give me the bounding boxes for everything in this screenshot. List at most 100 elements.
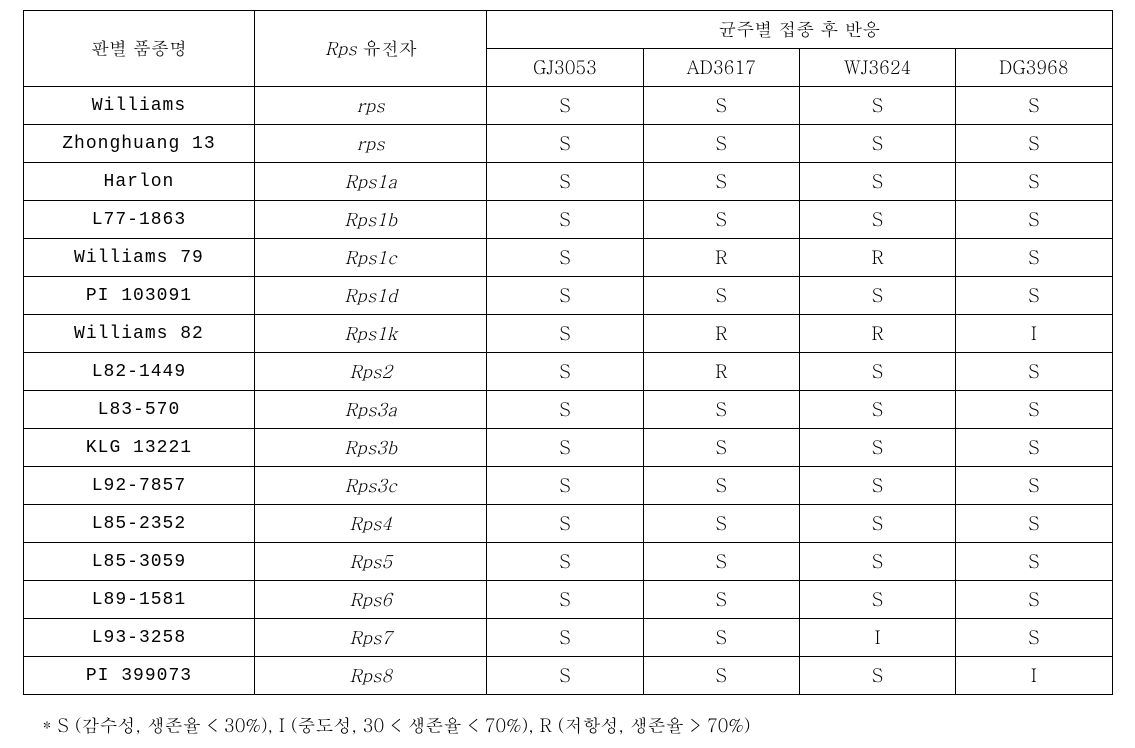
table-row: PI 399073Rps8SSSI: [23, 657, 1112, 695]
cell-gene: Rps5: [255, 543, 487, 581]
cell-value: S: [956, 581, 1112, 619]
cell-value: S: [799, 391, 955, 429]
cell-value: S: [487, 467, 643, 505]
reaction-table: 판별 품종명 Rps 유전자 균주별 접종 후 반응 GJ3053 AD3617…: [23, 10, 1113, 695]
cell-variety: L85-3059: [23, 543, 255, 581]
table-row: L82-1449Rps2SRSS: [23, 353, 1112, 391]
header-gene-suffix: 유전자: [363, 36, 417, 61]
cell-value: S: [643, 163, 799, 201]
cell-variety: KLG 13221: [23, 429, 255, 467]
cell-gene: Rps7: [255, 619, 487, 657]
cell-gene: Rps1d: [255, 277, 487, 315]
cell-value: S: [799, 657, 955, 695]
cell-value: S: [799, 163, 955, 201]
header-strain-1: AD3617: [643, 49, 799, 87]
table-body: WilliamsrpsSSSSZhonghuang 13rpsSSSSHarlo…: [23, 87, 1112, 695]
cell-value: R: [799, 315, 955, 353]
cell-value: S: [487, 239, 643, 277]
cell-value: S: [643, 87, 799, 125]
cell-value: S: [799, 125, 955, 163]
cell-value: S: [956, 277, 1112, 315]
cell-variety: L85-2352: [23, 505, 255, 543]
cell-value: S: [487, 619, 643, 657]
table-row: L77-1863Rps1bSSSS: [23, 201, 1112, 239]
cell-gene: rps: [255, 125, 487, 163]
cell-value: S: [956, 201, 1112, 239]
cell-value: S: [487, 391, 643, 429]
cell-variety: Williams: [23, 87, 255, 125]
cell-value: S: [799, 543, 955, 581]
cell-value: R: [643, 239, 799, 277]
cell-variety: L92-7857: [23, 467, 255, 505]
table-row: L93-3258Rps7SSIS: [23, 619, 1112, 657]
cell-value: R: [643, 353, 799, 391]
cell-value: S: [643, 619, 799, 657]
cell-gene: Rps3b: [255, 429, 487, 467]
cell-value: S: [956, 353, 1112, 391]
cell-value: S: [487, 505, 643, 543]
cell-value: S: [487, 125, 643, 163]
cell-value: S: [643, 543, 799, 581]
cell-value: I: [956, 657, 1112, 695]
cell-variety: PI 103091: [23, 277, 255, 315]
cell-value: S: [643, 429, 799, 467]
cell-value: S: [643, 277, 799, 315]
cell-value: S: [487, 543, 643, 581]
cell-value: S: [487, 353, 643, 391]
cell-gene: Rps3c: [255, 467, 487, 505]
table-row: KLG 13221Rps3bSSSS: [23, 429, 1112, 467]
cell-value: S: [799, 353, 955, 391]
header-strain-2: WJ3624: [799, 49, 955, 87]
cell-value: I: [956, 315, 1112, 353]
cell-value: S: [956, 619, 1112, 657]
cell-gene: Rps3a: [255, 391, 487, 429]
cell-gene: rps: [255, 87, 487, 125]
cell-gene: Rps1b: [255, 201, 487, 239]
cell-value: S: [643, 505, 799, 543]
cell-variety: L89-1581: [23, 581, 255, 619]
cell-value: S: [956, 239, 1112, 277]
table-row: Williams 82Rps1kSRRI: [23, 315, 1112, 353]
header-gene: Rps 유전자: [255, 11, 487, 87]
cell-value: S: [956, 505, 1112, 543]
cell-value: S: [799, 277, 955, 315]
cell-variety: Harlon: [23, 163, 255, 201]
cell-value: S: [487, 429, 643, 467]
cell-value: S: [956, 87, 1112, 125]
cell-value: S: [643, 125, 799, 163]
header-gene-italic: Rps: [325, 36, 357, 61]
cell-variety: PI 399073: [23, 657, 255, 695]
header-row-1: 판별 품종명 Rps 유전자 균주별 접종 후 반응: [23, 11, 1112, 49]
table-row: Zhonghuang 13rpsSSSS: [23, 125, 1112, 163]
cell-variety: L93-3258: [23, 619, 255, 657]
cell-value: S: [799, 201, 955, 239]
cell-value: R: [643, 315, 799, 353]
header-strain-0: GJ3053: [487, 49, 643, 87]
table-row: L89-1581Rps6SSSS: [23, 581, 1112, 619]
cell-value: R: [799, 239, 955, 277]
cell-value: S: [956, 391, 1112, 429]
header-reaction-group: 균주별 접종 후 반응: [487, 11, 1112, 49]
cell-value: I: [799, 619, 955, 657]
cell-value: S: [643, 657, 799, 695]
cell-value: S: [487, 657, 643, 695]
header-variety: 판별 품종명: [23, 11, 255, 87]
cell-variety: Williams 79: [23, 239, 255, 277]
cell-variety: Zhonghuang 13: [23, 125, 255, 163]
cell-value: S: [956, 125, 1112, 163]
cell-gene: Rps4: [255, 505, 487, 543]
table-row: L85-2352Rps4SSSS: [23, 505, 1112, 543]
table-row: PI 103091Rps1dSSSS: [23, 277, 1112, 315]
cell-variety: Williams 82: [23, 315, 255, 353]
cell-value: S: [799, 87, 955, 125]
cell-gene: Rps1a: [255, 163, 487, 201]
footnote: * S (감수성, 생존율 < 30%), I (중도성, 30 < 생존율 <…: [23, 713, 1113, 738]
cell-variety: L82-1449: [23, 353, 255, 391]
table-row: L83-570Rps3aSSSS: [23, 391, 1112, 429]
cell-gene: Rps1k: [255, 315, 487, 353]
cell-variety: L77-1863: [23, 201, 255, 239]
table-row: L92-7857Rps3cSSSS: [23, 467, 1112, 505]
cell-value: S: [643, 201, 799, 239]
cell-value: S: [956, 429, 1112, 467]
cell-gene: Rps1c: [255, 239, 487, 277]
